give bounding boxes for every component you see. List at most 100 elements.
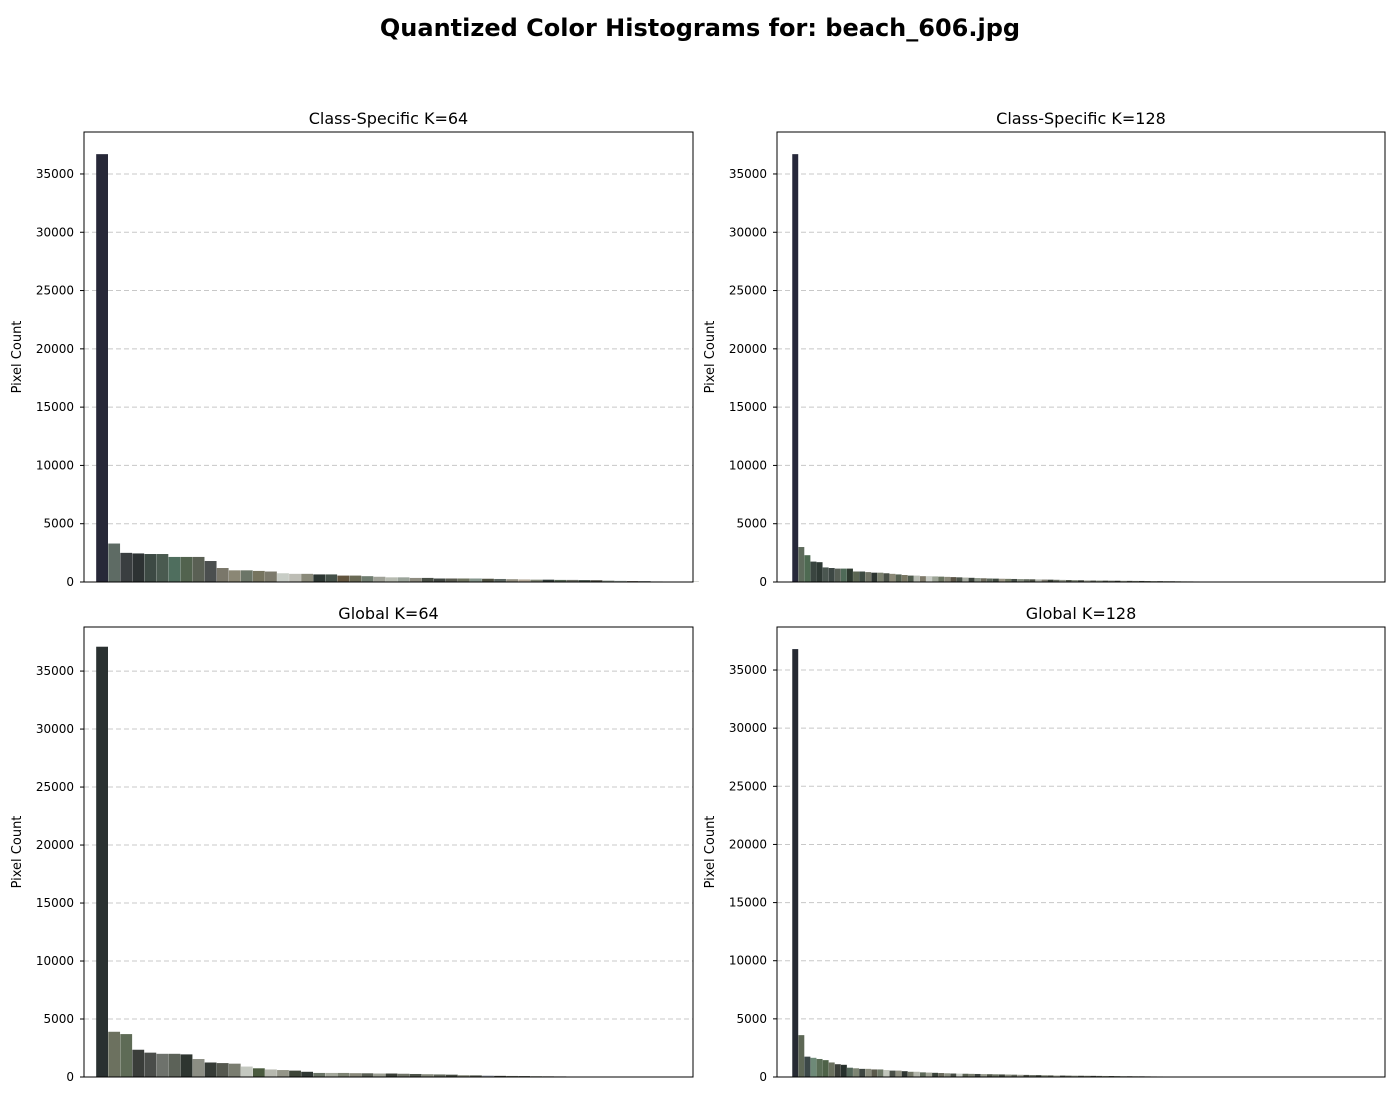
histogram-bar: [956, 1073, 963, 1077]
histogram-bar: [1059, 1075, 1066, 1077]
histogram-bar: [337, 1072, 350, 1077]
histogram-bar: [1071, 1075, 1078, 1077]
histogram-bar: [840, 568, 847, 582]
histogram-bar: [192, 1059, 205, 1077]
histogram-bar: [986, 1074, 993, 1077]
histogram-bar: [494, 578, 506, 582]
histogram-bar: [944, 576, 951, 582]
histogram-bar: [506, 579, 519, 582]
histogram-bar: [1084, 1075, 1091, 1077]
histogram-bar: [986, 578, 993, 582]
histogram-bar: [913, 1071, 920, 1077]
histogram-bar: [108, 1031, 121, 1077]
histogram-bar: [554, 579, 567, 582]
histogram-bar: [385, 1073, 398, 1077]
histogram-bar: [919, 1072, 926, 1077]
histogram-bar: [865, 572, 872, 582]
histogram-bar: [907, 1071, 914, 1077]
histogram-bar: [992, 1074, 999, 1077]
histogram-bar: [1059, 579, 1066, 582]
histogram-bar: [804, 555, 811, 582]
histogram-bar: [289, 573, 301, 582]
histogram-bar: [96, 154, 108, 582]
histogram-bar: [816, 562, 823, 582]
histogram-bar: [385, 577, 398, 582]
histogram-bar: [1041, 579, 1048, 582]
histogram-bar: [901, 1071, 908, 1077]
histogram-bar: [980, 578, 987, 582]
y-tick-label: 0: [66, 575, 74, 589]
histogram-bar: [871, 572, 878, 582]
histogram-bar: [349, 1073, 362, 1077]
histogram-bar: [433, 578, 446, 582]
histogram-bar: [919, 576, 926, 582]
histogram-bar: [792, 154, 799, 582]
histogram-bar: [1047, 579, 1054, 582]
histogram-bar: [1102, 1075, 1109, 1077]
y-tick-label: 5000: [43, 1012, 74, 1026]
histogram-bar: [506, 1075, 519, 1077]
histogram-bar: [810, 561, 817, 582]
histogram-bar: [301, 573, 314, 582]
y-tick-label: 30000: [36, 722, 74, 736]
histogram-bar: [445, 1074, 458, 1077]
histogram-bar: [980, 1074, 987, 1077]
histogram-bar: [1126, 580, 1133, 582]
histogram-bar: [998, 578, 1005, 582]
histogram-bar: [120, 1034, 133, 1077]
histogram-bar: [373, 576, 386, 582]
histogram-bar: [277, 1070, 289, 1077]
histogram-bar: [1078, 580, 1084, 582]
histogram-bar: [289, 1070, 301, 1077]
histogram-bar: [1053, 579, 1060, 582]
histogram-bar: [228, 570, 241, 582]
histogram-bar: [834, 568, 841, 582]
panel-title: Class-Specific K=64: [309, 109, 468, 128]
y-tick-label: 10000: [36, 954, 74, 968]
y-tick-label: 20000: [729, 837, 767, 851]
histogram-bar: [168, 556, 181, 582]
histogram-bar: [216, 1063, 229, 1077]
histogram-bar: [859, 1068, 866, 1077]
histogram-bar: [470, 1075, 482, 1077]
histogram-bar: [828, 568, 835, 582]
histogram-bar: [421, 1074, 434, 1077]
histogram-bar: [120, 552, 133, 582]
y-tick-label: 15000: [729, 400, 767, 414]
histogram-bar: [962, 577, 969, 582]
histogram-bar: [822, 567, 829, 582]
histogram-bar: [992, 578, 999, 582]
histogram-bar: [192, 556, 205, 582]
histogram-bar: [968, 1073, 975, 1077]
histogram-bar: [853, 571, 860, 582]
y-tick-label: 35000: [36, 167, 74, 181]
histogram-bar: [932, 576, 939, 582]
histogram-bar: [913, 575, 920, 582]
plot-frame: [776, 626, 1386, 1078]
y-tick-label: 30000: [729, 225, 767, 239]
histogram-bar: [252, 570, 265, 582]
histogram-bar: [1090, 1075, 1097, 1077]
histogram-bar: [132, 553, 145, 582]
histogram-bar: [530, 579, 543, 582]
y-tick-label: 10000: [729, 458, 767, 472]
histogram-bar: [895, 574, 902, 582]
histogram-bar: [1132, 580, 1139, 582]
plot-frame: [83, 626, 694, 1078]
histogram-bar: [938, 576, 945, 582]
histogram-panel: 0 5000 10000 15000 20000 25000 30000 35000 Globa…: [703, 604, 1386, 1084]
y-tick-label: 15000: [729, 896, 767, 910]
histogram-bar: [108, 543, 121, 582]
histogram-bar: [828, 1062, 835, 1077]
histogram-bar: [1029, 579, 1036, 582]
histogram-bar: [301, 1071, 314, 1077]
histogram-bar: [871, 1069, 878, 1077]
histogram-bar: [156, 554, 169, 582]
histogram-bar: [277, 573, 289, 582]
histogram-bar: [962, 1073, 969, 1077]
y-axis-label: Pixel Count: [10, 321, 25, 394]
y-tick-label: 20000: [36, 838, 74, 852]
histogram-bar: [349, 575, 362, 582]
histogram-bar: [96, 646, 108, 1077]
